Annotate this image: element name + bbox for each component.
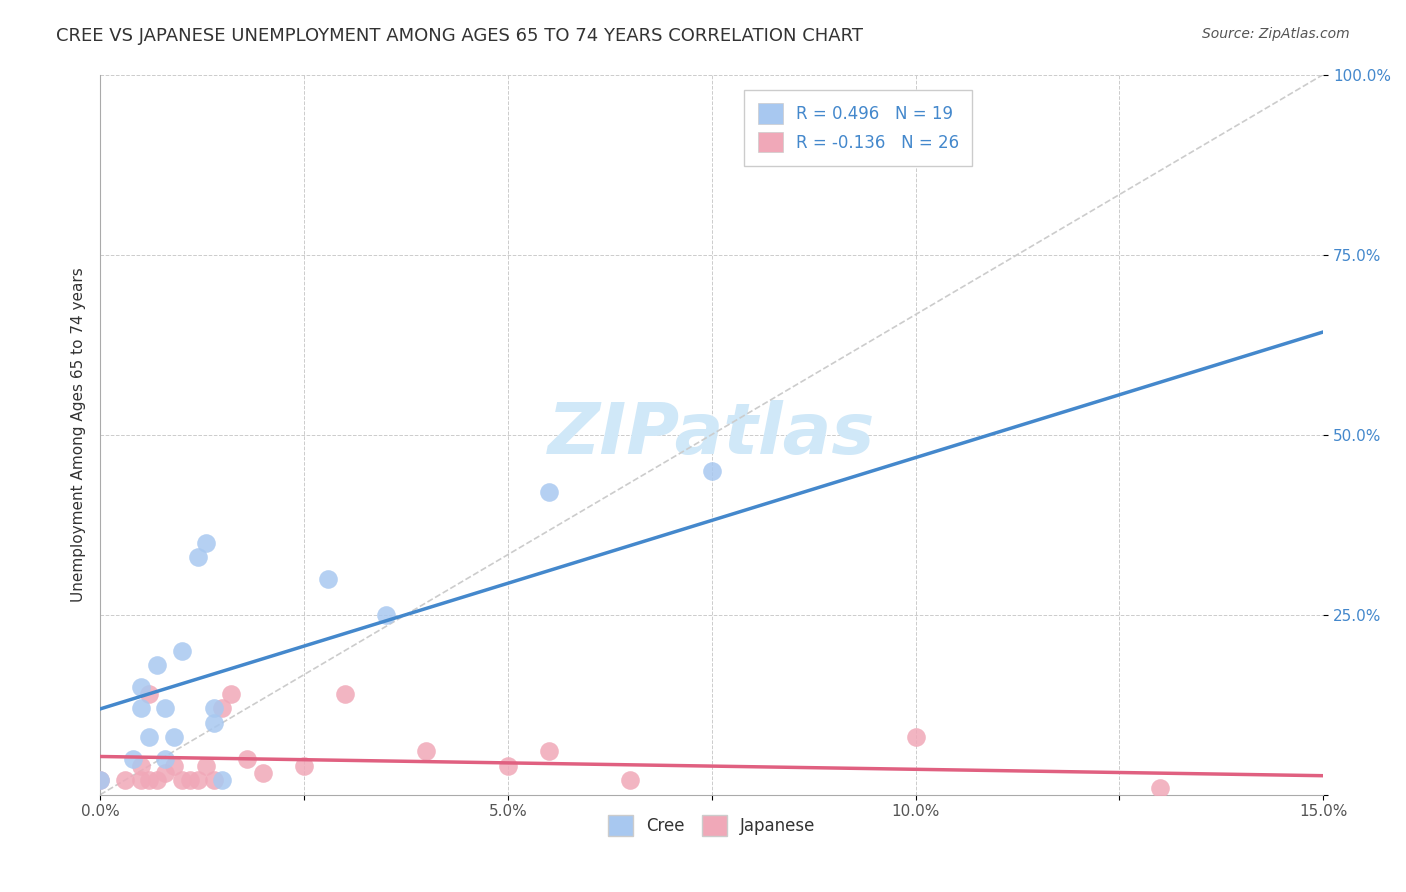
Point (129, 773, 152, 788)
Point (211, 701, 233, 715)
Point (374, 607, 396, 622)
Point (179, 773, 201, 788)
Point (219, 687, 242, 701)
Point (252, 766, 274, 780)
Point (129, 701, 152, 715)
Point (202, 715, 225, 730)
Point (146, 773, 169, 788)
Point (114, 773, 136, 788)
Point (537, 744, 560, 758)
Point (187, 773, 209, 788)
Point (138, 730, 160, 744)
Point (415, 744, 437, 758)
Point (333, 687, 356, 701)
Point (170, 643, 193, 657)
Point (537, 485, 560, 500)
Point (211, 773, 233, 788)
Point (187, 549, 209, 564)
Point (146, 658, 169, 673)
Point (202, 701, 225, 715)
Point (202, 773, 225, 788)
Point (195, 759, 218, 773)
Point (89, 773, 111, 788)
Point (496, 759, 519, 773)
Point (1149, 780, 1171, 795)
Point (318, 572, 340, 586)
Y-axis label: Unemployment Among Ages 65 to 74 years: Unemployment Among Ages 65 to 74 years (72, 268, 86, 602)
Point (129, 680, 152, 694)
Point (155, 766, 177, 780)
Point (619, 773, 641, 788)
Legend: Cree, Japanese: Cree, Japanese (600, 807, 824, 844)
Point (155, 701, 177, 715)
Point (700, 464, 723, 478)
Point (89, 773, 111, 788)
Point (162, 759, 184, 773)
Point (292, 759, 315, 773)
Text: Source: ZipAtlas.com: Source: ZipAtlas.com (1202, 27, 1350, 41)
Point (162, 730, 184, 744)
Point (138, 773, 160, 788)
Point (129, 759, 152, 773)
Point (170, 773, 193, 788)
Point (121, 752, 143, 766)
Point (155, 752, 177, 766)
Point (236, 752, 259, 766)
Point (195, 535, 218, 549)
Text: ZIPatlas: ZIPatlas (548, 401, 876, 469)
Point (904, 730, 927, 744)
Text: CREE VS JAPANESE UNEMPLOYMENT AMONG AGES 65 TO 74 YEARS CORRELATION CHART: CREE VS JAPANESE UNEMPLOYMENT AMONG AGES… (56, 27, 863, 45)
Point (138, 687, 160, 701)
